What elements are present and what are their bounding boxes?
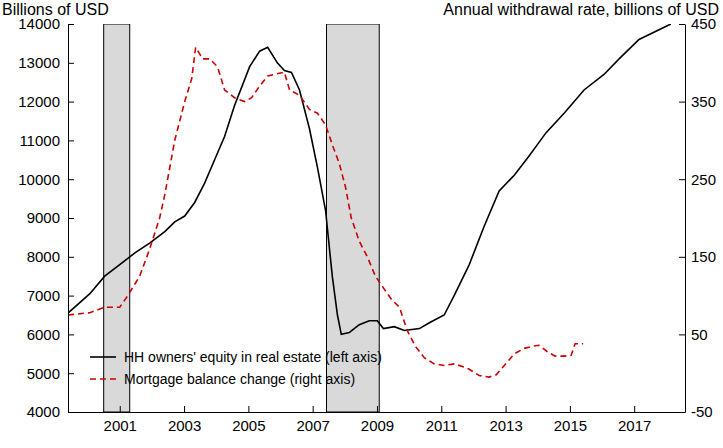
axis-line xyxy=(685,25,686,413)
tick-label: 150 xyxy=(691,248,716,265)
tick-mark xyxy=(570,406,571,412)
x-axis: 2001 2003 2005 2007 2009 2011 2013 2015 2017 xyxy=(69,406,686,434)
y2-axis-title: Annual withdrawal rate, billions of USD xyxy=(443,1,719,18)
tick-mark xyxy=(68,296,74,297)
tick-label: -50 xyxy=(691,403,713,420)
tick-label: 7000 xyxy=(27,287,60,304)
tick-mark xyxy=(679,412,685,413)
tick: -50 xyxy=(679,403,713,420)
tick: 350 xyxy=(679,93,716,110)
tick: 8000 xyxy=(27,248,74,265)
y-axis: 4000 5000 6000 7000 8000 9000 10000 11000 12000 1… xyxy=(18,15,74,420)
legend: HH owners' equity in real estate (left a… xyxy=(90,349,382,387)
tick-mark xyxy=(68,257,74,258)
tick-label: 2011 xyxy=(426,417,458,434)
tick-label: 2015 xyxy=(554,417,587,434)
legend-swatch xyxy=(90,356,116,358)
tick-mark xyxy=(441,406,442,412)
tick-mark xyxy=(68,102,74,103)
tick-label: 4000 xyxy=(27,403,60,420)
tick: 10000 xyxy=(18,171,74,188)
tick: 5000 xyxy=(27,365,74,382)
series-line xyxy=(68,24,671,334)
series-line xyxy=(68,47,583,377)
tick-mark xyxy=(120,406,121,412)
legend-swatch xyxy=(90,378,116,380)
tick-label: 2003 xyxy=(168,417,201,434)
tick-mark xyxy=(68,179,74,180)
tick-label: 2005 xyxy=(232,417,265,434)
tick-mark xyxy=(68,140,74,141)
tick-label: 250 xyxy=(691,171,716,188)
tick-label: 11000 xyxy=(19,132,60,149)
tick: 7000 xyxy=(27,287,74,304)
tick-label: 2007 xyxy=(296,417,329,434)
chart: 2001 2003 2005 2007 2009 2011 2013 2015 2017 4000… xyxy=(0,0,723,448)
tick: 150 xyxy=(679,248,716,265)
tick-mark xyxy=(68,218,74,219)
y-axis-title: Billions of USD xyxy=(2,1,109,18)
tick-label: 2017 xyxy=(618,417,651,434)
tick-label: 50 xyxy=(691,326,708,343)
tick: 9000 xyxy=(27,209,74,226)
tick-label: 5000 xyxy=(27,365,60,382)
tick-mark xyxy=(679,102,685,103)
tick: 50 xyxy=(679,326,708,343)
tick: 12000 xyxy=(18,93,74,110)
tick-mark xyxy=(634,406,635,412)
tick: 2011 xyxy=(426,406,458,434)
tick-label: 13000 xyxy=(18,54,60,71)
tick: 2001 xyxy=(104,406,137,434)
legend-label: Mortgage balance change (right axis) xyxy=(124,371,355,387)
tick-mark xyxy=(313,406,314,412)
tick-mark xyxy=(68,24,74,25)
tick-mark xyxy=(679,24,685,25)
tick-label: 2001 xyxy=(104,417,137,434)
tick: 250 xyxy=(679,171,716,188)
tick: 2005 xyxy=(232,406,265,434)
tick-label: 2009 xyxy=(361,417,394,434)
axis-line xyxy=(69,412,686,413)
tick-mark xyxy=(679,334,685,335)
tick-label: 8000 xyxy=(27,248,60,265)
y2-axis: -5050150250350450 xyxy=(679,15,716,420)
tick: 4000 xyxy=(27,403,74,420)
plot-area xyxy=(68,24,671,412)
tick-mark xyxy=(377,406,378,412)
tick-label: 2013 xyxy=(489,417,522,434)
tick: 11000 xyxy=(19,132,74,149)
tick-label: 12000 xyxy=(18,93,60,110)
tick-mark xyxy=(68,373,74,374)
tick-label: 9000 xyxy=(27,209,60,226)
tick: 13000 xyxy=(18,54,74,71)
tick-label: 10000 xyxy=(18,171,60,188)
tick: 2013 xyxy=(489,406,522,434)
tick-mark xyxy=(679,257,685,258)
tick-label: 350 xyxy=(691,93,716,110)
tick-mark xyxy=(68,412,74,413)
tick: 2015 xyxy=(554,406,587,434)
tick: 2009 xyxy=(361,406,394,434)
tick-mark xyxy=(68,63,74,64)
tick: 6000 xyxy=(27,326,74,343)
tick: 2017 xyxy=(618,406,651,434)
tick-mark xyxy=(248,406,249,412)
tick-mark xyxy=(506,406,507,412)
legend-label: HH owners' equity in real estate (left a… xyxy=(124,349,382,365)
tick: 2007 xyxy=(296,406,329,434)
tick-mark xyxy=(679,179,685,180)
tick-mark xyxy=(184,406,185,412)
tick-mark xyxy=(68,334,74,335)
tick: 2003 xyxy=(168,406,201,434)
tick-label: 6000 xyxy=(27,326,60,343)
